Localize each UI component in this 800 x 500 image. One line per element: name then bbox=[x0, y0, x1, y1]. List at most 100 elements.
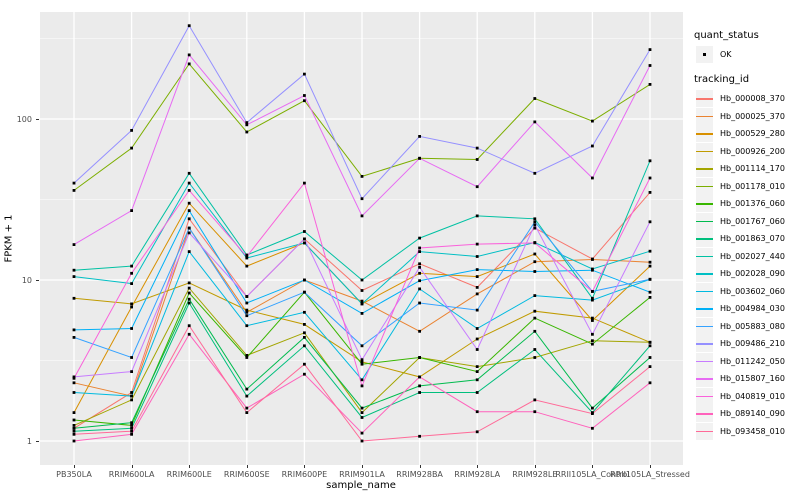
data-point bbox=[303, 331, 306, 335]
x-tick-mark bbox=[362, 465, 363, 468]
data-point bbox=[533, 97, 537, 100]
legend-item-label: Hb_003602_060 bbox=[720, 286, 785, 296]
data-point bbox=[72, 426, 76, 430]
data-point bbox=[245, 356, 249, 359]
data-point bbox=[130, 209, 133, 212]
data-point bbox=[245, 324, 249, 328]
legend-item-Hb_000025_370: Hb_000025_370 bbox=[696, 107, 785, 126]
legend-item-Hb_000926_200: Hb_000926_200 bbox=[696, 142, 785, 161]
data-point bbox=[245, 301, 249, 305]
data-point bbox=[360, 360, 364, 364]
data-point bbox=[475, 255, 479, 258]
data-point bbox=[648, 48, 652, 51]
data-point bbox=[245, 314, 249, 318]
legend-key-line bbox=[696, 115, 713, 118]
data-point bbox=[591, 319, 594, 322]
legend-item-label: Hb_009486_210 bbox=[720, 339, 785, 349]
data-point bbox=[648, 260, 652, 264]
legend-key-line bbox=[696, 360, 713, 363]
data-point bbox=[591, 342, 594, 346]
legend-item-Hb_001114_170: Hb_001114_170 bbox=[696, 160, 785, 178]
data-point bbox=[648, 176, 652, 180]
data-point bbox=[475, 430, 479, 434]
legend-item-Hb_001767_060: Hb_001767_060 bbox=[696, 212, 785, 231]
legend-key-line bbox=[696, 290, 713, 293]
x-tick-mark bbox=[131, 465, 133, 468]
legend-key-swatch bbox=[696, 282, 713, 300]
data-point bbox=[303, 94, 306, 97]
legend-key-swatch bbox=[696, 247, 713, 265]
data-point bbox=[533, 120, 537, 124]
data-point bbox=[245, 253, 249, 257]
data-point bbox=[130, 391, 133, 394]
data-point bbox=[475, 337, 479, 341]
data-point bbox=[130, 426, 133, 430]
data-point bbox=[475, 378, 479, 382]
x-tick-mark bbox=[477, 465, 479, 468]
data-point bbox=[591, 268, 594, 272]
data-point bbox=[245, 130, 249, 134]
data-point bbox=[360, 278, 364, 282]
data-point bbox=[648, 277, 652, 281]
legend-key-line bbox=[696, 133, 713, 135]
data-point bbox=[187, 231, 191, 235]
data-point bbox=[533, 294, 537, 297]
data-point bbox=[187, 291, 191, 295]
plot-canvas bbox=[40, 12, 683, 465]
data-point bbox=[591, 406, 594, 410]
y-tick-mark bbox=[36, 441, 39, 442]
legend-item-label: Hb_001178_010 bbox=[720, 181, 785, 191]
data-point bbox=[130, 129, 133, 132]
legend-key-swatch bbox=[696, 177, 713, 195]
data-point bbox=[418, 329, 421, 333]
data-point bbox=[418, 246, 421, 250]
legend-key-swatch bbox=[696, 212, 713, 230]
data-point bbox=[187, 301, 191, 305]
data-point bbox=[303, 230, 306, 233]
x-tick-label: PB350LA bbox=[56, 470, 92, 479]
data-point bbox=[130, 421, 133, 425]
data-point bbox=[130, 370, 133, 373]
legend-key-line bbox=[696, 308, 713, 310]
legend-key-swatch bbox=[696, 230, 713, 248]
data-point bbox=[303, 237, 306, 241]
legend-key-line bbox=[696, 343, 713, 345]
data-point bbox=[418, 262, 421, 266]
data-point bbox=[475, 308, 479, 312]
legend-key-line bbox=[696, 378, 713, 380]
data-point bbox=[130, 429, 133, 433]
legend-item-label: Hb_040819_010 bbox=[720, 391, 785, 401]
data-point bbox=[360, 416, 364, 419]
legend-key-swatch bbox=[696, 405, 713, 423]
data-point bbox=[72, 429, 76, 433]
data-point bbox=[648, 340, 652, 344]
legend-key-swatch bbox=[696, 335, 713, 353]
data-point bbox=[418, 236, 421, 240]
x-tick-label: RRIM928LA bbox=[454, 470, 501, 479]
data-point bbox=[245, 411, 249, 414]
data-point bbox=[187, 297, 191, 301]
data-point bbox=[648, 264, 652, 268]
data-point bbox=[475, 158, 479, 161]
legend-item-Hb_009486_210: Hb_009486_210 bbox=[696, 335, 785, 353]
legend-key-swatch bbox=[696, 125, 713, 143]
x-tick-mark bbox=[650, 465, 651, 468]
data-point bbox=[72, 418, 76, 422]
legend-key-line bbox=[696, 185, 713, 188]
data-point bbox=[303, 241, 306, 245]
data-point bbox=[360, 302, 364, 306]
data-point bbox=[130, 327, 133, 330]
legend-item-label: Hb_000008_370 bbox=[720, 94, 785, 104]
data-point bbox=[475, 292, 479, 296]
data-point bbox=[303, 99, 306, 103]
data-point bbox=[418, 301, 421, 305]
legend-tracking-id-items: Hb_000008_370 Hb_000025_370 Hb_000529_280 H… bbox=[696, 90, 785, 440]
legend-key-line bbox=[696, 413, 713, 415]
data-point bbox=[360, 289, 364, 292]
legend-key-line bbox=[696, 238, 713, 240]
data-point bbox=[245, 123, 249, 127]
legend-item-label: Hb_000025_370 bbox=[720, 111, 785, 121]
legend-key-swatch bbox=[696, 107, 713, 125]
x-tick-mark bbox=[419, 465, 421, 468]
legend-key-line bbox=[696, 98, 713, 100]
